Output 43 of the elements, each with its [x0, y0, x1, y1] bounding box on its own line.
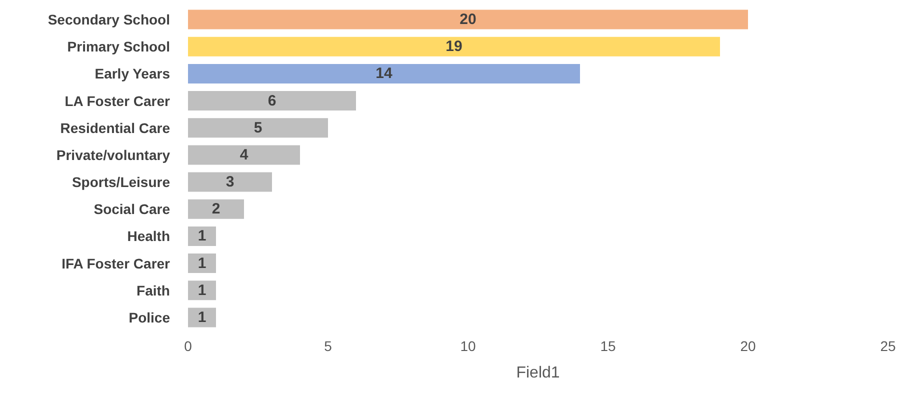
y-tick-label: IFA Foster Carer — [62, 255, 171, 272]
y-tick-label: Residential Care — [60, 120, 170, 136]
data-label: 2 — [212, 200, 220, 218]
bar — [188, 118, 328, 138]
y-tick-label: Social Care — [94, 201, 170, 218]
x-tick-label: 5 — [324, 338, 332, 354]
y-tick-label: Health — [127, 228, 170, 244]
bar — [188, 10, 748, 30]
y-tick-label: Primary School — [67, 38, 170, 55]
bar — [188, 36, 720, 56]
y-tick-label: Private/voluntary — [56, 146, 170, 163]
bar — [188, 226, 216, 246]
x-tick-label: 10 — [460, 338, 476, 354]
bar — [188, 308, 216, 328]
bar — [188, 145, 300, 165]
data-label: 6 — [268, 92, 276, 110]
x-axis-title: Field1 — [516, 364, 560, 382]
y-tick-label: Early Years — [94, 66, 170, 82]
y-tick-label: Faith — [136, 282, 170, 298]
data-label: 4 — [240, 146, 249, 164]
data-label: 1 — [198, 308, 206, 326]
y-tick-label: Secondary School — [48, 12, 170, 28]
data-label: 19 — [446, 38, 462, 56]
data-label: 20 — [460, 11, 476, 28]
bar — [188, 91, 356, 111]
data-label: 5 — [254, 119, 262, 136]
x-tick-label: 20 — [740, 338, 756, 354]
data-label: 3 — [226, 174, 234, 191]
bar — [188, 199, 244, 219]
y-tick-label: Sports/Leisure — [72, 174, 170, 190]
y-tick-label: LA Foster Carer — [64, 92, 171, 109]
x-tick-label: 15 — [600, 338, 616, 354]
bar — [188, 254, 216, 274]
y-tick-label: Police — [128, 309, 170, 326]
bar — [188, 64, 580, 84]
data-label: 1 — [198, 228, 206, 245]
bar — [188, 172, 272, 192]
bar — [188, 280, 216, 300]
data-label: 1 — [198, 254, 206, 272]
x-tick-label: 0 — [184, 338, 192, 354]
data-label: 1 — [198, 282, 206, 299]
x-tick-label: 25 — [880, 338, 896, 354]
data-label: 14 — [376, 65, 393, 82]
